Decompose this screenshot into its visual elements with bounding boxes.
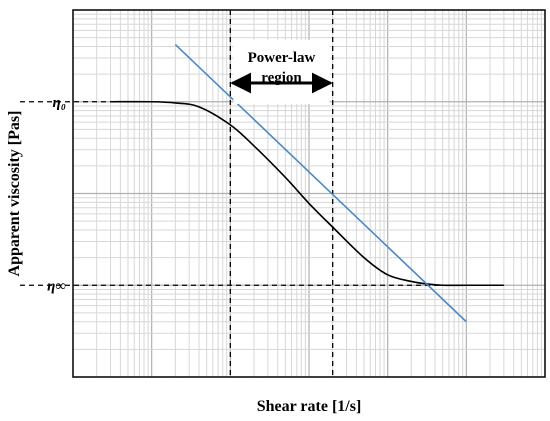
x-axis-label: Shear rate [1/s] bbox=[257, 398, 362, 415]
annotation-group: Power-law region bbox=[230, 40, 333, 104]
series-group bbox=[110, 43, 504, 323]
y-axis-label: Apparent viscosity [Pas] bbox=[6, 111, 23, 277]
power-law-fit-line bbox=[174, 43, 467, 323]
annotation-text-line-1: Power-law bbox=[248, 50, 316, 66]
viscosity-curve bbox=[110, 100, 504, 287]
y-tick-label-eta-inf: η∞ bbox=[47, 278, 66, 294]
grid bbox=[73, 10, 545, 377]
y-tick-label-eta0: η₀ bbox=[53, 95, 66, 111]
plot-frame bbox=[72, 9, 546, 378]
